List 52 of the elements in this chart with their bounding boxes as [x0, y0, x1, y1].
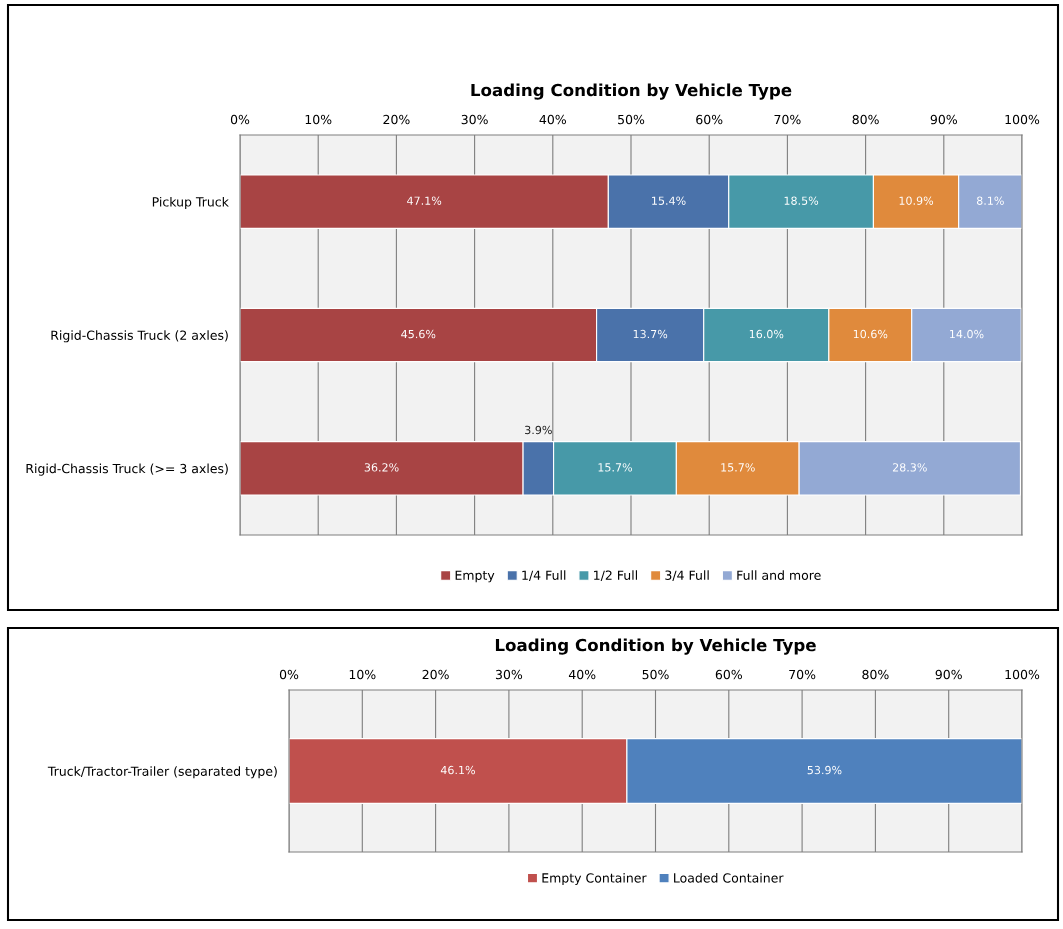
x-tick-label: 20% — [422, 669, 449, 680]
x-tick-label: 60% — [715, 669, 742, 680]
text: 45.6% — [401, 329, 436, 339]
x-tick-label: 100% — [1005, 114, 1040, 125]
x-tick-label: 40% — [539, 114, 566, 125]
x-tick-label: 20% — [383, 114, 410, 125]
text: 28.3% — [892, 463, 927, 472]
text: 3.9% — [525, 425, 552, 435]
x-tick-label: 50% — [642, 669, 669, 680]
x-tick-label: 60% — [696, 114, 723, 125]
x-tick-label: 70% — [789, 669, 816, 680]
text: 47.1% — [407, 196, 442, 205]
text: 15.4% — [652, 196, 686, 205]
x-tick-label: 0% — [279, 669, 299, 680]
legend-label: Empty Container — [542, 872, 647, 886]
y-tick-label: Pickup Truck — [152, 196, 229, 210]
text: 15.7% — [598, 463, 632, 472]
x-tick-label: 10% — [349, 669, 376, 680]
x-tick-label: 10% — [305, 114, 332, 125]
x-tick-label: 40% — [568, 669, 596, 680]
x-tick-label: 90% — [935, 669, 962, 680]
legend-label: Empty — [455, 570, 495, 583]
text: 14.0% — [950, 329, 984, 339]
chart-title: Loading Condition by Vehicle Type — [471, 83, 792, 100]
legend-label: 1/2 Full — [594, 570, 637, 581]
text: 13.7% — [633, 329, 668, 339]
text: 10.9% — [899, 196, 934, 205]
x-tick-label: 90% — [930, 114, 957, 125]
text: 15.7% — [721, 463, 755, 472]
y-tick-label: Rigid-Chassis Truck (2 axles) — [51, 330, 228, 343]
x-tick-label: 0% — [230, 114, 250, 125]
x-tick-label: 100% — [1005, 669, 1040, 680]
text: 53.9% — [807, 765, 842, 775]
text: 10.6% — [853, 329, 888, 339]
text: 46.1% — [440, 765, 475, 775]
y-tick-label: Rigid-Chassis Truck (>= 3 axles) — [26, 463, 228, 476]
y-tick-label: Truck/Tractor-Trailer (separated type) — [47, 766, 277, 779]
x-tick-label: 80% — [852, 114, 879, 125]
x-tick-label: 80% — [862, 669, 889, 680]
x-tick-label: 50% — [618, 114, 645, 125]
chart-title: Loading Condition by Vehicle Type — [495, 638, 816, 655]
x-tick-label: 70% — [774, 114, 801, 125]
text: 18.5% — [784, 196, 819, 205]
text: 36.2% — [364, 463, 399, 472]
x-tick-label: 30% — [495, 669, 523, 680]
legend-label: Loaded Container — [674, 872, 784, 883]
x-tick-label: 30% — [461, 114, 488, 125]
legend-label: 1/4 Full — [522, 570, 566, 581]
text: 16.0% — [749, 329, 784, 339]
text: 8.1% — [976, 196, 1004, 205]
legend-label: Full and more — [737, 570, 821, 580]
legend-label: 3/4 Full — [665, 570, 709, 581]
